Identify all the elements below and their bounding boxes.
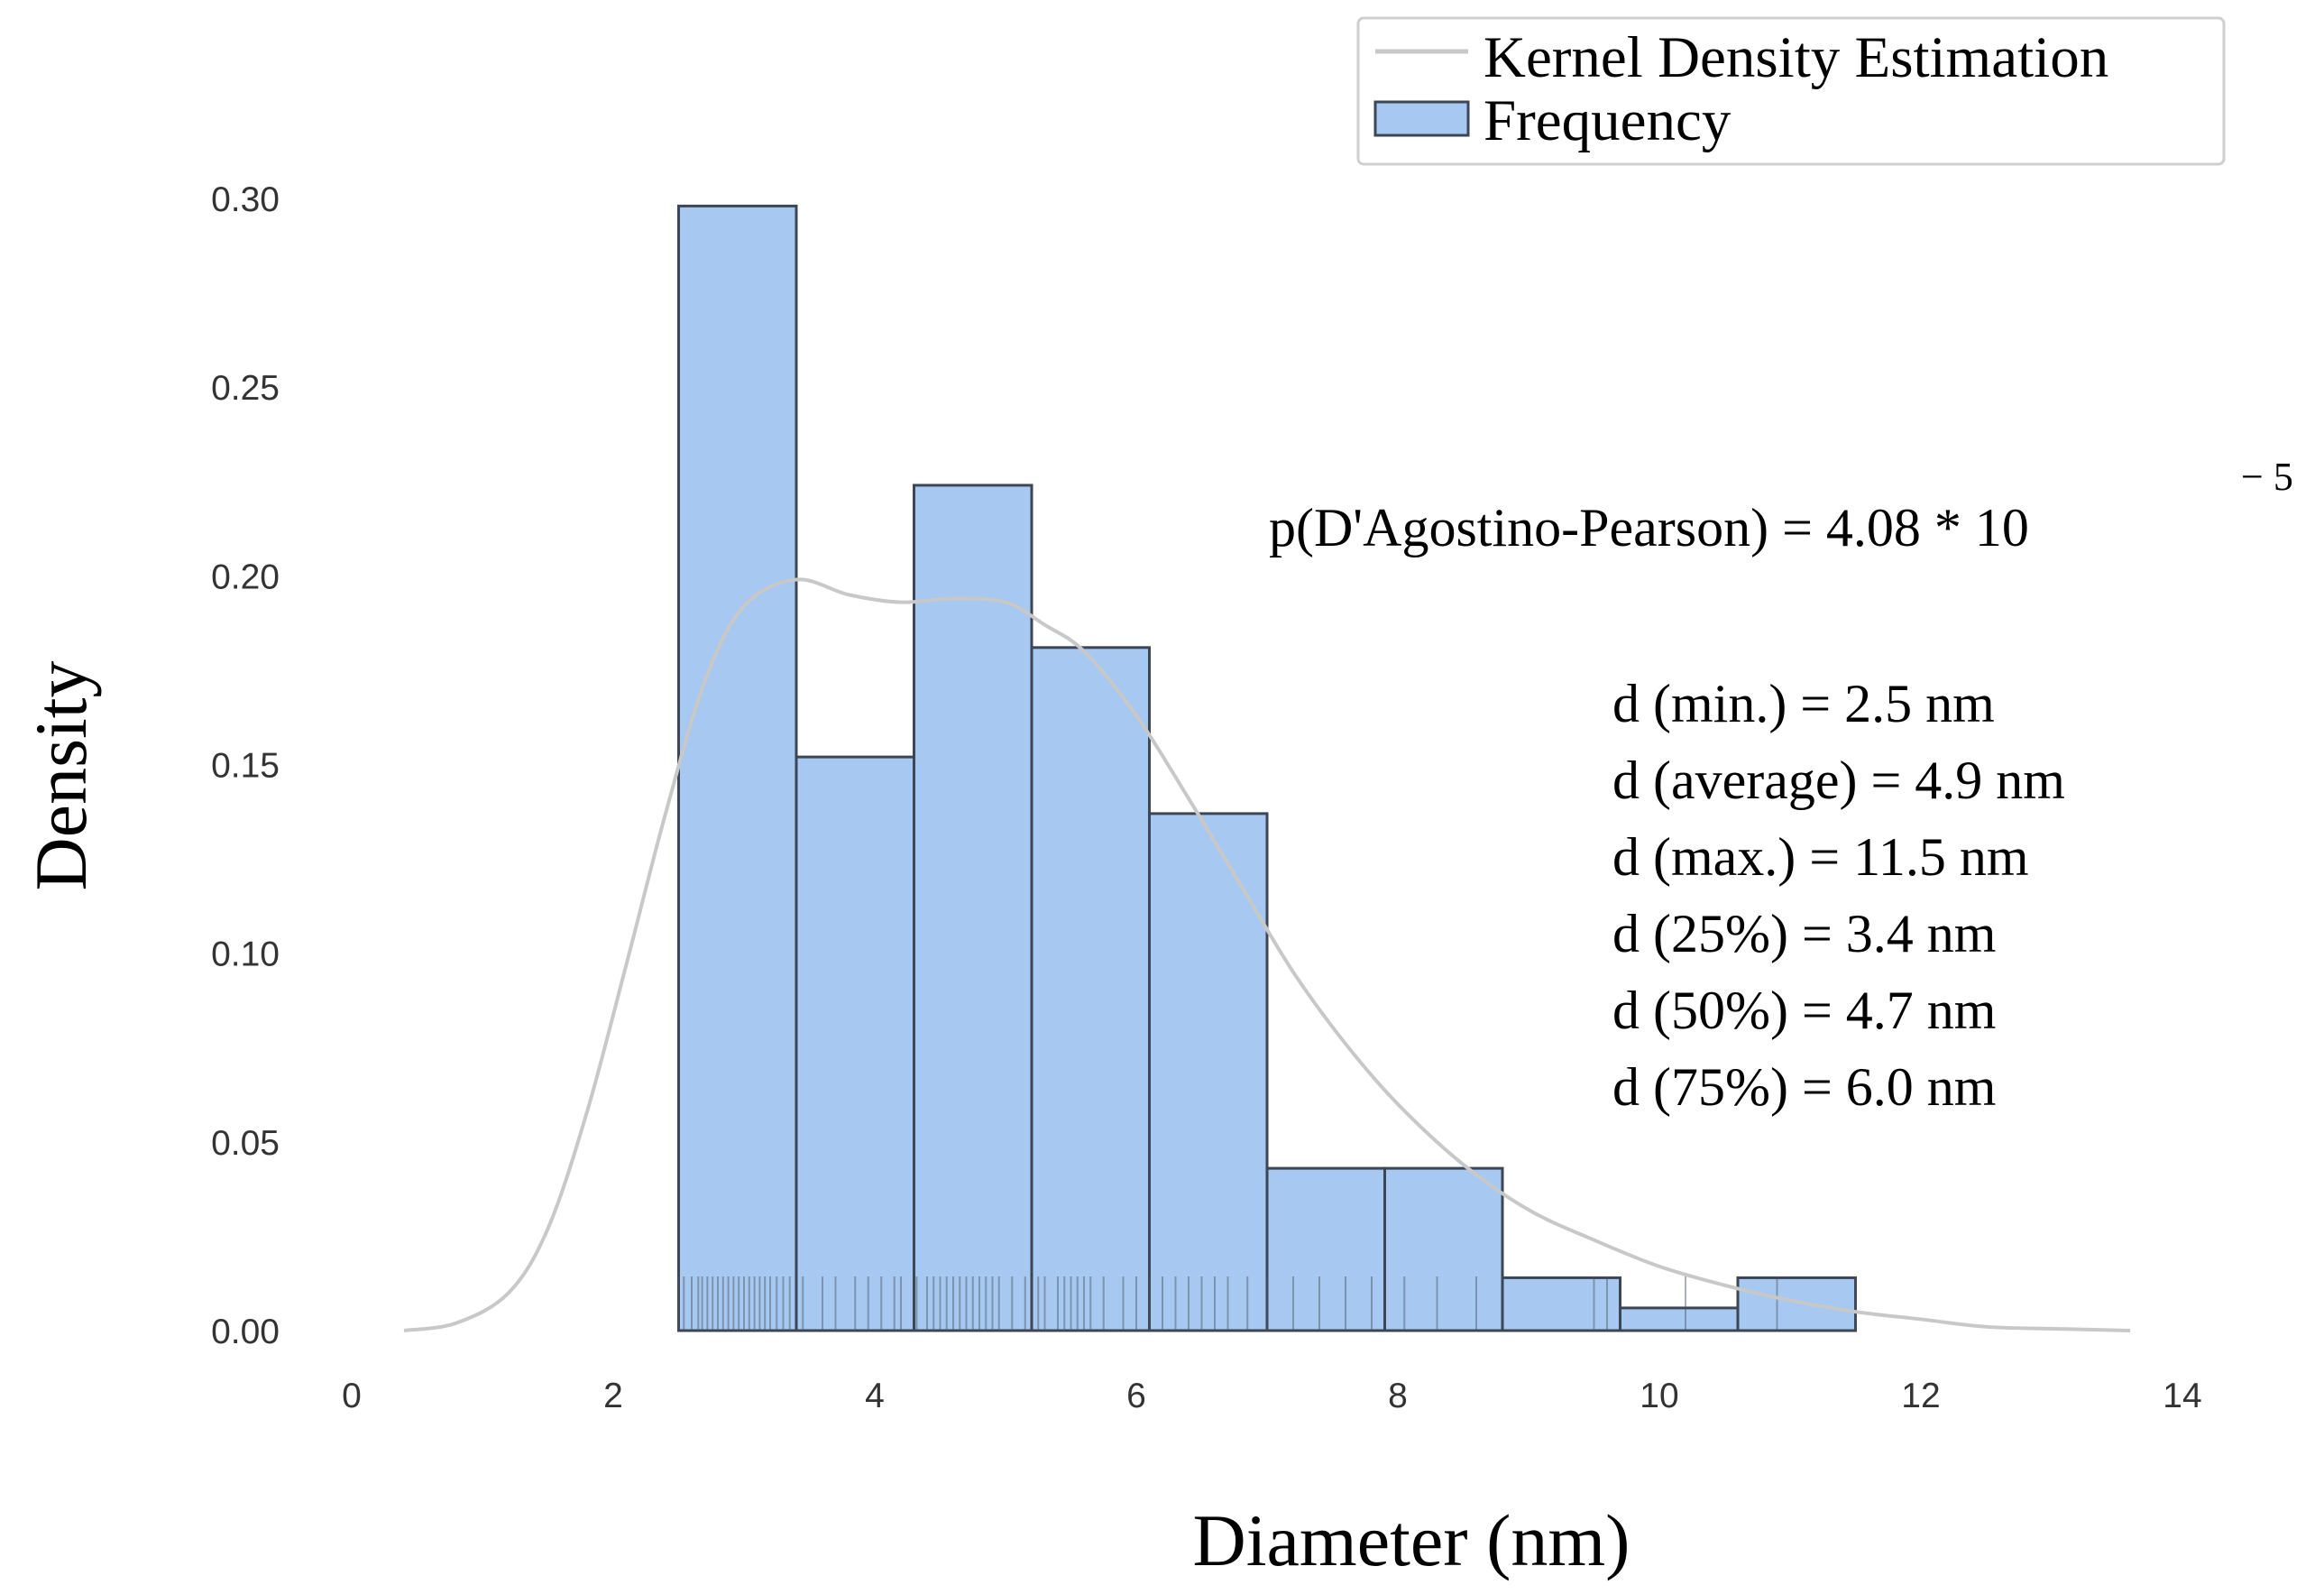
histogram-bar-10 [1736, 1276, 1857, 1332]
stat-max: d (max.) = 11.5 nm [1612, 827, 2029, 887]
y-tick-label: 0.00 [211, 1313, 280, 1351]
x-tick-label: 4 [865, 1377, 885, 1415]
x-tick-labels: 0 2 4 6 8 10 12 14 [342, 1377, 2202, 1415]
histogram-bars [677, 204, 1857, 1332]
legend: Kernel Density Estimation Frequency [1356, 16, 2226, 166]
histogram-bar-8 [1501, 1276, 1621, 1332]
rug-marks [677, 1276, 1857, 1331]
stat-q50: d (50%) = 4.7 nm [1612, 981, 1996, 1040]
x-tick-label: 10 [1640, 1377, 1678, 1415]
y-tick-label: 0.30 [211, 180, 280, 219]
y-tick-labels: 0.00 0.05 0.10 0.15 0.20 0.25 0.30 [211, 180, 280, 1351]
stat-q75: d (75%) = 6.0 nm [1612, 1057, 1996, 1117]
p-value-exponent: − 5 [2241, 455, 2293, 499]
stat-min: d (min.) = 2.5 nm [1612, 674, 1995, 733]
y-tick-label: 0.20 [211, 557, 280, 596]
y-axis-label: Density [20, 660, 102, 890]
histogram-bar-1 [677, 204, 798, 1332]
histogram-bar-9 [1619, 1306, 1740, 1332]
legend-box [1356, 16, 2226, 166]
x-tick-label: 2 [603, 1377, 623, 1415]
histogram-bar-7 [1383, 1166, 1504, 1332]
p-value-annotation: p(D'Agostino-Pearson) = 4.08 * 10 [1269, 498, 2029, 557]
histogram-bar-3 [913, 484, 1033, 1332]
x-tick-label: 12 [1901, 1377, 1940, 1415]
legend-frequency-label: Frequency [1484, 88, 1732, 153]
kde-curve [403, 577, 2131, 1332]
y-tick-label: 0.15 [211, 747, 280, 786]
x-tick-label: 14 [2163, 1377, 2201, 1415]
stat-average: d (average) = 4.9 nm [1612, 751, 2065, 810]
histogram-bar-4 [1030, 646, 1151, 1332]
x-tick-label: 0 [342, 1377, 362, 1415]
histogram-bar-5 [1148, 812, 1269, 1332]
y-tick-label: 0.25 [211, 369, 280, 408]
x-tick-label: 8 [1388, 1377, 1408, 1415]
x-tick-label: 6 [1126, 1377, 1146, 1415]
stat-q25: d (25%) = 3.4 nm [1612, 904, 1996, 963]
legend-frequency-swatch [1373, 100, 1470, 137]
stats-block: d (min.) = 2.5 nm d (average) = 4.9 nm d… [1612, 674, 2065, 1117]
x-axis-label: Diameter (nm) [1193, 1499, 1630, 1581]
legend-kde-label: Kernel Density Estimation [1484, 25, 2108, 90]
y-tick-label: 0.05 [211, 1124, 280, 1163]
y-tick-label: 0.10 [211, 935, 280, 974]
histogram-bar-6 [1265, 1166, 1386, 1332]
histogram-bar-2 [795, 755, 915, 1332]
